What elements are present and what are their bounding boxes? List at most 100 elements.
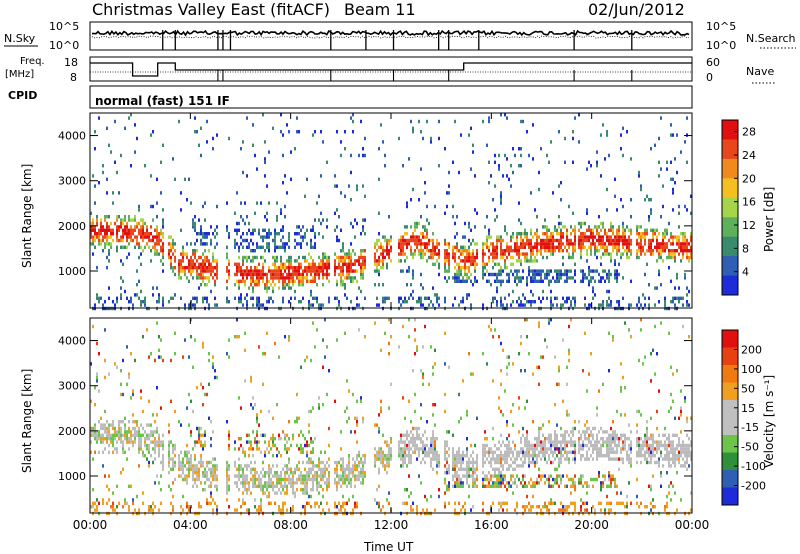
power-cell-43: [98, 242, 100, 246]
power-cell-2651: [648, 218, 650, 222]
power-cell-1389: [398, 242, 400, 246]
velocity-cell-820: [276, 403, 278, 407]
velocity-cell-310: [158, 454, 160, 458]
power-cell-2237: [564, 272, 566, 277]
velocity-cell-1454: [422, 382, 424, 386]
power-cell-1592: [444, 249, 446, 253]
power-cell-1409: [402, 242, 404, 246]
velocity-cell-627: [238, 474, 240, 478]
power-cell-1174: [340, 249, 342, 253]
power-cell-2554: [622, 235, 624, 239]
power-cell-356: [172, 266, 174, 270]
power-cell-184: [130, 113, 132, 117]
velocity-cell-753: [262, 433, 264, 437]
power-cell-1529: [426, 232, 428, 236]
velocity-cell-134: [120, 382, 122, 386]
velocity-cell-1830: [502, 477, 504, 482]
power-cell-1085: [318, 262, 320, 266]
velocity-cell-626: [238, 471, 240, 475]
power-cell-161: [124, 228, 126, 232]
velocity-cell-573: [216, 505, 218, 509]
power-cell-645: [242, 232, 244, 236]
power-cell-23: [94, 232, 96, 236]
power-cell-382: [180, 269, 182, 273]
velocity-cell-19: [94, 423, 96, 427]
power-cell-2550: [622, 221, 624, 226]
power-cell-2488: [610, 259, 612, 263]
power-cell-2185: [556, 238, 558, 243]
velocity-cell-1638: [462, 484, 464, 488]
power-cell-2120: [544, 242, 546, 246]
power-cell-704: [252, 242, 254, 246]
velocity-cell-1213: [356, 467, 358, 471]
velocity-cell-837: [278, 488, 280, 492]
velocity-cell-1464: [424, 443, 426, 448]
velocity-cell-853: [282, 484, 284, 488]
power-cell-1022: [306, 259, 308, 263]
velocity-cell-1332: [398, 440, 400, 444]
power-cell-2777: [674, 286, 676, 290]
power-cell-689: [250, 232, 252, 236]
power-cell-368: [178, 259, 180, 263]
power-cell-1380: [388, 296, 390, 300]
velocity-cell-336: [168, 447, 170, 451]
power-cell-1457: [412, 252, 414, 256]
power-cell-1103: [322, 218, 324, 222]
velocity-cell-775: [266, 484, 268, 488]
power-cell-1905: [506, 266, 508, 270]
power-cell-1109: [322, 266, 324, 270]
power-cell-1929: [512, 170, 514, 175]
velocity-cell-1292: [382, 464, 384, 468]
power-cell-1689: [464, 255, 466, 260]
velocity-cell-1985: [530, 484, 532, 488]
velocity-cell-1087: [326, 501, 328, 505]
power-cell-1660: [458, 269, 460, 273]
power-cell-2127: [546, 228, 548, 232]
power-cell-1744: [474, 242, 476, 246]
velocity-cell-185: [130, 437, 132, 441]
power-cell-2819: [684, 140, 686, 144]
velocity-cell-1903: [516, 464, 518, 468]
power-cell-1144: [334, 262, 336, 266]
power-cell-646: [242, 238, 244, 243]
velocity-cell-872: [286, 433, 288, 437]
velocity-cell-1437: [418, 437, 420, 441]
power-cell-1593: [444, 252, 446, 256]
power-cell-577: [226, 225, 228, 229]
velocity-cell-458: [196, 386, 198, 390]
velocity-cell-1267: [378, 430, 380, 434]
velocity-cell-695: [252, 406, 254, 410]
velocity-cell-624: [238, 464, 240, 468]
power-cell-1739: [472, 262, 474, 266]
velocity-cell-197: [132, 501, 134, 505]
velocity-cell-519: [206, 477, 208, 482]
velocity-cell-791: [268, 501, 270, 505]
power-cell-363: [174, 259, 176, 263]
power-cell-348: [170, 262, 172, 266]
power-cell-564: [216, 133, 218, 137]
velocity-cell-1609: [458, 450, 460, 454]
power-cell-1968: [518, 269, 520, 273]
velocity-cell-1068: [322, 494, 324, 499]
power-cell-328: [162, 249, 164, 253]
power-cell-963: [294, 279, 296, 283]
power-cell-1740: [472, 283, 474, 287]
power-cell-643: [242, 170, 244, 175]
velocity-cell-241: [144, 437, 146, 441]
velocity-cell-453: [194, 467, 196, 471]
power-cell-693: [250, 266, 252, 270]
power-cell-2681: [654, 303, 656, 307]
power-cell-728: [256, 242, 258, 246]
power-cell-2208: [560, 198, 562, 202]
power-cell-518: [206, 242, 208, 246]
velocity-cell-1633: [462, 457, 464, 461]
velocity-cell-1841: [504, 477, 506, 482]
velocity-cell-138: [120, 430, 122, 434]
velocity-cell-676: [248, 454, 250, 458]
power-cell-557: [214, 259, 216, 263]
power-cell-2172: [552, 252, 554, 256]
power-cell-1952: [516, 259, 518, 263]
velocity-cell-1378: [408, 318, 410, 322]
power-cell-75: [106, 215, 108, 219]
velocity-cell-1047: [318, 484, 320, 488]
